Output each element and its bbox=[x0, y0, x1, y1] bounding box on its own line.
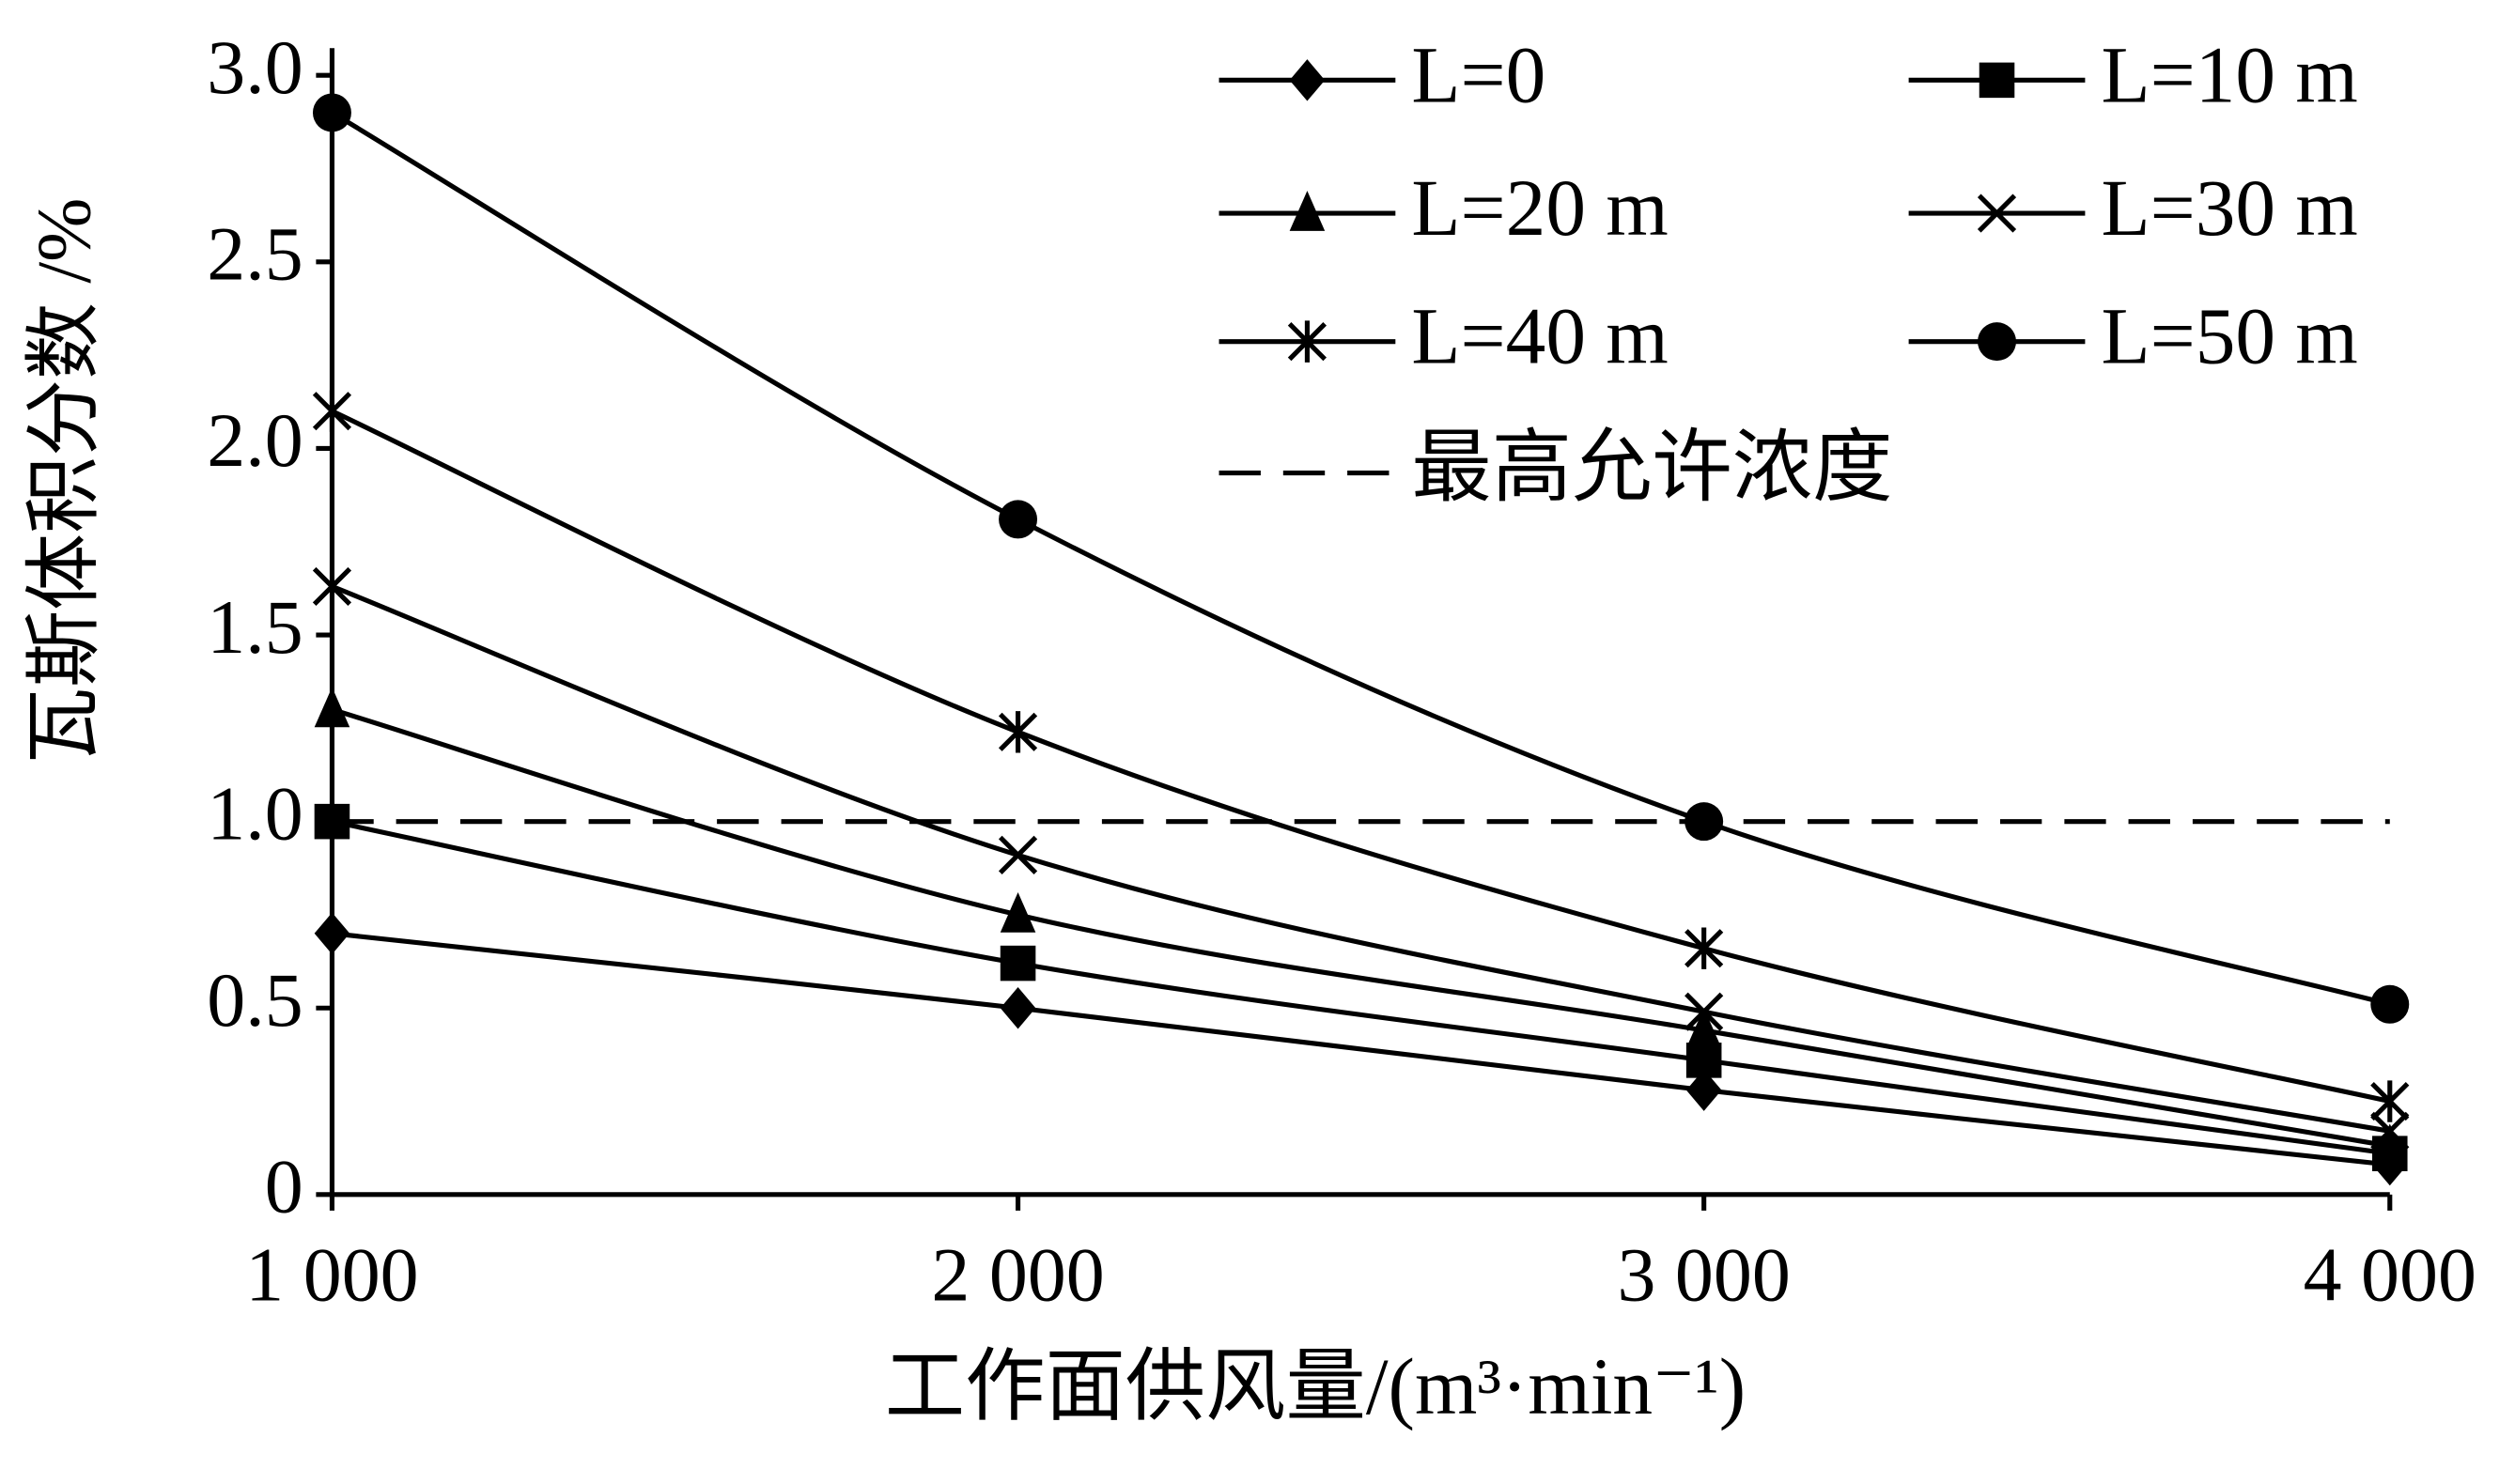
point bbox=[2370, 984, 2410, 1024]
y-tick-label: 3.0 bbox=[207, 24, 303, 110]
x-tick-label: 4 000 bbox=[2304, 1232, 2476, 1318]
marker bbox=[1977, 193, 2017, 233]
x-tick-label: 1 000 bbox=[245, 1232, 418, 1318]
point bbox=[1685, 1069, 1722, 1111]
y-tick-label: 1.5 bbox=[207, 584, 303, 670]
point bbox=[312, 390, 352, 432]
point bbox=[1685, 1008, 1722, 1048]
point bbox=[2371, 1123, 2408, 1164]
point bbox=[1000, 987, 1036, 1029]
point bbox=[2370, 1111, 2410, 1151]
legend-label: L=30 m bbox=[2101, 164, 2357, 253]
y-tick-label: 0.5 bbox=[207, 957, 303, 1043]
point bbox=[312, 566, 352, 606]
point bbox=[1685, 1043, 1722, 1078]
y-tick-label: 2.0 bbox=[207, 397, 303, 483]
x-tick-label: 2 000 bbox=[931, 1232, 1104, 1318]
y-tick-label: 1.0 bbox=[207, 770, 303, 856]
point bbox=[314, 687, 350, 728]
point bbox=[314, 912, 350, 955]
series-line bbox=[331, 819, 2391, 1156]
series-line bbox=[331, 707, 2391, 1149]
marker bbox=[1289, 59, 1326, 101]
legend-label: L=20 m bbox=[1411, 164, 1668, 253]
point bbox=[998, 711, 1038, 753]
point bbox=[312, 93, 351, 132]
point bbox=[1684, 927, 1724, 969]
legend-label: L=10 m bbox=[2101, 31, 2357, 119]
marker bbox=[1978, 322, 2016, 362]
legend-label: 最高允许浓度 bbox=[1411, 425, 1892, 513]
legend-label: L=40 m bbox=[1411, 293, 1668, 381]
y-tick-label: 0 bbox=[265, 1144, 303, 1229]
marker bbox=[1979, 62, 2015, 99]
point bbox=[998, 835, 1038, 874]
point bbox=[1000, 945, 1036, 982]
x-tick-label: 3 000 bbox=[1617, 1232, 1790, 1318]
y-tick-label: 2.5 bbox=[207, 211, 303, 297]
point bbox=[1684, 992, 1724, 1031]
legend-label: L=0 bbox=[1411, 31, 1545, 119]
series-line bbox=[331, 584, 2391, 1134]
point bbox=[999, 500, 1038, 539]
x-axis-label: 工作面供风量/(m³·min⁻¹) bbox=[885, 1343, 1746, 1431]
series-line bbox=[331, 110, 2391, 1007]
y-axis-label: 瓦斯体积分数 /% bbox=[22, 198, 107, 765]
series-line bbox=[331, 409, 2391, 1105]
marker bbox=[1289, 191, 1326, 231]
marker bbox=[1287, 320, 1327, 363]
point bbox=[1000, 892, 1036, 933]
legend-label: L=50 m bbox=[2101, 293, 2357, 381]
point bbox=[2370, 1080, 2410, 1122]
series-line bbox=[332, 931, 2391, 1167]
